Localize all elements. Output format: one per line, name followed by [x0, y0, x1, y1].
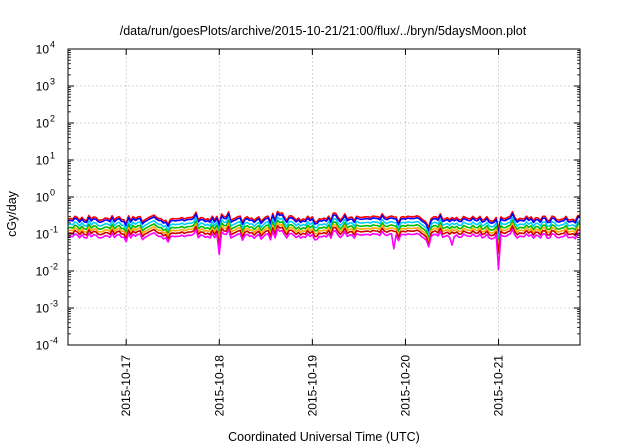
y-tick-label: 10: [36, 154, 50, 168]
x-tick-label: 2015-10-21: [492, 355, 506, 417]
y-tick-label: 10: [36, 117, 50, 131]
chart-title: /data/run/goesPlots/archive/2015-10-21/2…: [120, 24, 527, 38]
y-tick-exponent: 2: [50, 114, 55, 124]
series-line: [67, 222, 581, 250]
x-tick-label: 2015-10-17: [119, 355, 133, 417]
x-axis-label: Coordinated Universal Time (UTC): [228, 430, 420, 444]
series-line: [67, 216, 581, 241]
series-line: [67, 219, 581, 246]
y-tick-exponent: -4: [50, 336, 58, 346]
x-tick-label: 2015-10-20: [398, 355, 412, 417]
y-axis-label: cGy/day: [5, 190, 19, 237]
y-tick-exponent: -2: [50, 262, 58, 272]
y-tick-label: 10: [36, 228, 50, 242]
series-layer: [67, 210, 581, 271]
series-line: [67, 225, 581, 255]
y-tick-exponent: 1: [50, 151, 55, 161]
x-tick-label: 2015-10-19: [305, 355, 319, 417]
y-tick-label: 10: [36, 191, 50, 205]
y-tick-exponent: 4: [50, 40, 55, 50]
grid: [68, 49, 580, 345]
series-line: [67, 210, 581, 231]
y-tick-exponent: -3: [50, 299, 58, 309]
x-tick-label: 2015-10-18: [212, 355, 226, 417]
y-tick-exponent: 0: [50, 188, 55, 198]
y-tick-label: 10: [36, 302, 50, 316]
series-line: [67, 228, 581, 271]
y-tick-label: 10: [36, 339, 50, 353]
y-tick-exponent: -1: [50, 225, 58, 235]
y-tick-label: 10: [36, 43, 50, 57]
series-line: [67, 212, 581, 235]
y-tick-label: 10: [36, 80, 50, 94]
y-tick-label: 10: [36, 265, 50, 279]
x-axis: 2015-10-17 2015-10-18 2015-10-19 2015-10-20…: [119, 49, 506, 417]
y-tick-exponent: 3: [50, 77, 55, 87]
